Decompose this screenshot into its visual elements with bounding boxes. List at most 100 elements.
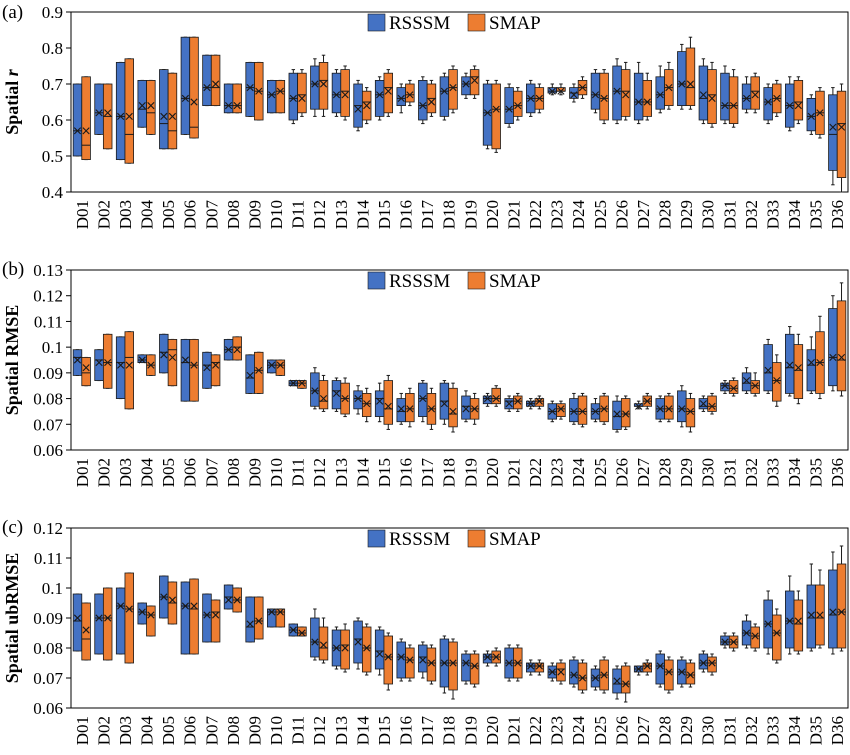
box-smap [275, 608, 286, 628]
box-smap [210, 599, 221, 643]
legend-label-rsssm: RSSSM [389, 271, 450, 292]
mean-marker [622, 91, 630, 99]
y-tick-label: 0.06 [33, 441, 63, 460]
box-rsssm [698, 653, 709, 670]
y-tick-label: 0.6 [42, 111, 63, 130]
box-rsssm [94, 593, 104, 655]
mean-marker [354, 105, 362, 113]
x-tick-label: D30 [699, 458, 718, 487]
x-tick-label: D12 [310, 716, 329, 745]
box-smap [426, 647, 437, 682]
mean-marker [363, 400, 371, 408]
x-tick-label: D35 [807, 458, 826, 487]
mean-marker [95, 614, 103, 622]
mean-marker [656, 405, 664, 413]
mean-marker [406, 656, 414, 664]
box-smap [124, 58, 134, 164]
mean-marker [622, 410, 630, 418]
mean-marker [138, 608, 146, 616]
mean-marker [578, 84, 587, 92]
legend: RSSSM SMAP [367, 529, 541, 550]
y-axis-label: Spatial RMSE [2, 305, 22, 416]
x-tick-label: D02 [94, 200, 113, 229]
box-rsssm [115, 587, 126, 655]
box-rsssm [180, 581, 191, 655]
x-tick-label: D10 [267, 716, 286, 745]
box-rsssm [720, 635, 730, 646]
mean-marker [125, 605, 133, 613]
mean-marker [548, 668, 556, 676]
box-rsssm [482, 653, 493, 664]
box-group-D26 [612, 662, 631, 703]
box-group-D36 [828, 545, 847, 655]
mean-marker [268, 608, 276, 616]
x-tick-label: D14 [353, 458, 372, 488]
box-group-D32 [741, 614, 760, 652]
box-smap [664, 395, 674, 420]
mean-marker [255, 87, 263, 95]
box-group-D23 [547, 83, 566, 96]
box-rsssm [374, 80, 385, 117]
x-tick-label: D09 [245, 200, 264, 229]
mean-marker [557, 405, 565, 413]
box-rsssm [785, 333, 795, 394]
x-tick-label: D15 [375, 716, 394, 745]
x-tick-label: D11 [289, 458, 308, 487]
mean-marker [816, 611, 824, 619]
box-smap [318, 380, 329, 410]
legend-swatch-smap [467, 529, 486, 548]
legend-label-smap: SMAP [489, 529, 541, 550]
y-axis-label: Spatial r [2, 68, 22, 135]
mean-marker [699, 91, 707, 99]
mean-marker [181, 356, 189, 364]
x-tick-label: D05 [159, 716, 178, 745]
box-group-D12 [310, 608, 329, 664]
x-tick-label: D19 [461, 716, 480, 745]
mean-marker [807, 358, 815, 367]
box-rsssm [137, 80, 147, 128]
mean-marker [104, 614, 112, 622]
box-smap [448, 641, 458, 691]
x-tick-label: D17 [418, 458, 437, 488]
box-rsssm [137, 354, 147, 363]
legend-swatch-rsssm [367, 271, 386, 290]
mean-marker [527, 662, 535, 670]
x-tick-label: D28 [656, 458, 675, 487]
x-tick-label: D01 [73, 716, 92, 745]
mean-marker [190, 361, 198, 369]
mean-marker [742, 376, 751, 385]
y-tick-label: 0.9 [42, 3, 63, 22]
box-smap [469, 69, 480, 96]
x-tick-label: D15 [375, 458, 394, 487]
box-group-D28 [655, 61, 674, 114]
box-group-D26 [612, 395, 631, 433]
box-group-D35 [806, 315, 825, 400]
box-rsssm [828, 308, 838, 387]
box-smap [793, 80, 804, 121]
box-smap [750, 76, 760, 110]
box-rsssm [590, 72, 601, 110]
box-rsssm [396, 87, 406, 106]
mean-marker [665, 668, 673, 676]
mean-marker [233, 596, 241, 604]
x-tick-label: D20 [483, 200, 502, 229]
mean-marker [591, 91, 600, 99]
x-tick-label: D34 [785, 200, 804, 230]
box-group-D10 [267, 79, 286, 114]
box-group-D03 [115, 572, 134, 664]
mean-marker [212, 80, 220, 88]
box-rsssm [159, 69, 169, 150]
box-group-D10 [267, 359, 286, 376]
legend-swatch-rsssm [367, 13, 386, 32]
mean-marker [557, 668, 565, 676]
x-tick-label: D34 [785, 458, 804, 488]
x-tick-label: D10 [267, 458, 286, 487]
legend: RSSSM SMAP [367, 271, 541, 292]
x-tick-label: D25 [591, 200, 610, 229]
mean-marker [514, 397, 522, 405]
box-smap [232, 336, 242, 361]
box-smap [405, 83, 415, 103]
mean-marker [786, 102, 794, 110]
mean-marker [462, 80, 470, 88]
mean-marker [471, 405, 479, 413]
